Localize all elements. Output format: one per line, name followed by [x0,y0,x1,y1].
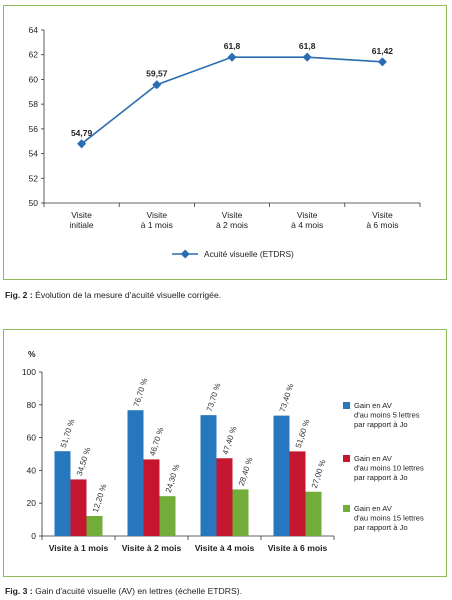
x-category-label: à 4 mois [291,220,323,230]
bar [127,410,144,536]
y-axis-unit: % [28,349,36,359]
x-category-label: Visite [372,210,393,220]
bar-value-label: 34,50 % [75,446,93,477]
x-category-label: Visite à 1 mois [49,543,109,553]
y-tick-label: 62 [29,50,39,60]
legend-swatch [343,402,350,409]
figure-3-caption-label: Fig. 3 : [5,586,33,596]
y-tick-label: 100 [22,367,36,377]
x-category-label: à 1 mois [141,220,173,230]
x-category-label: Visite [146,210,167,220]
bar [143,459,160,536]
y-tick-label: 60 [29,74,39,84]
bar-value-label: 51,60 % [294,418,312,449]
legend-label: Gain en AV [354,401,393,410]
data-label: 54,79 [71,128,93,138]
data-point [152,80,162,90]
data-label: 61,42 [372,46,394,56]
bar-value-label: 12,20 % [91,483,109,514]
y-tick-label: 60 [27,433,37,443]
x-category-label: à 6 mois [366,220,398,230]
legend-label: d'au moins 10 lettres [354,463,424,472]
bar [232,489,249,536]
x-category-label: Visite à 4 mois [195,543,255,553]
bar-value-label: 76,70 % [132,377,150,408]
x-category-label: initiale [70,220,94,230]
data-label: 61,8 [299,41,316,51]
bar [305,491,322,536]
data-point [377,57,387,67]
data-label: 59,57 [146,69,168,79]
legend-label: par rapport à Jo [354,523,408,532]
legend-label: par rapport à Jo [354,420,408,429]
data-point [77,139,87,149]
legend-label: Gain en AV [354,504,393,513]
figure-3-caption-text: Gain d'acuité visuelle (AV) en lettres (… [35,586,242,596]
legend-label: d'au moins 5 lettres [354,410,420,419]
figure-3-caption: Fig. 3 : Gain d'acuité visuelle (AV) en … [5,586,242,596]
x-category-label: Visite [222,210,243,220]
bar-value-label: 51,70 % [59,418,77,449]
bar [273,415,290,536]
y-tick-label: 56 [29,124,39,134]
y-tick-label: 52 [29,173,39,183]
bar-value-label: 73,40 % [278,383,296,414]
bar-value-label: 47,40 % [221,425,239,456]
x-category-label: Visite à 6 mois [268,543,328,553]
y-tick-label: 54 [29,149,39,159]
bar-value-label: 46,70 % [148,426,166,457]
legend-label: par rapport à Jo [354,473,408,482]
y-tick-label: 80 [27,400,37,410]
figure-2-caption: Fig. 2 : Évolution de la mesure d'acuité… [5,290,221,300]
bar [289,451,306,536]
bar-value-label: 24,30 % [164,463,182,494]
y-tick-label: 58 [29,99,39,109]
figure-2-panel [3,5,447,280]
y-tick-label: 50 [29,198,39,208]
figure-2-caption-label: Fig. 2 : [5,290,33,300]
y-tick-label: 20 [27,498,37,508]
x-category-label: à 2 mois [216,220,248,230]
legend-label: d'au moins 15 lettres [354,513,424,522]
figure-2-caption-text: Évolution de la mesure d'acuité visuelle… [35,290,222,300]
data-point [227,52,237,62]
bar [200,415,217,536]
x-category-label: Visite [71,210,92,220]
x-category-label: Visite [297,210,318,220]
bar [54,451,71,536]
x-category-label: Visite à 2 mois [122,543,182,553]
bar [216,458,233,536]
y-tick-label: 0 [31,531,36,541]
bar-value-label: 27,00 % [310,459,328,490]
legend-label: Gain en AV [354,454,393,463]
y-tick-label: 64 [29,25,39,35]
legend-swatch [343,505,350,512]
bar-value-label: 73,70 % [205,382,223,413]
legend-swatch [343,455,350,462]
y-tick-label: 40 [27,465,37,475]
bar-value-label: 28,40 % [237,456,255,487]
data-label: 61,8 [224,41,241,51]
legend-label: Acuité visuelle (ETDRS) [204,249,294,259]
bar [70,479,87,536]
bar [159,496,176,536]
bar [86,515,103,536]
